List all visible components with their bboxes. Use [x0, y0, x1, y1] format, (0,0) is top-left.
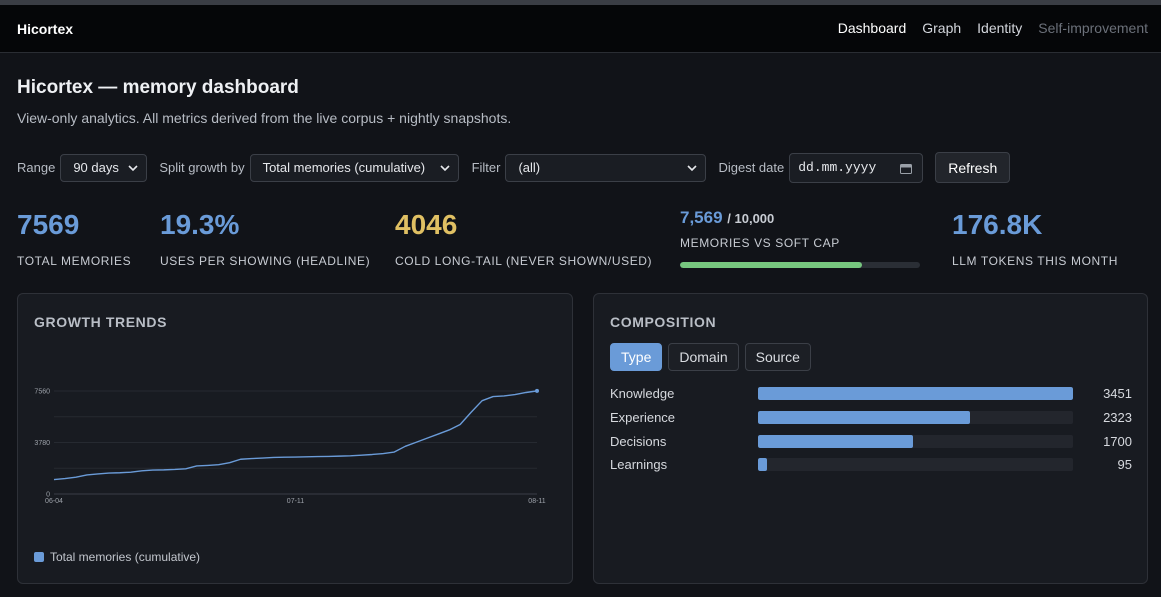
composition-bar-track	[758, 387, 1073, 401]
chart-x-tick-label: 08-11	[528, 498, 545, 505]
composition-rows: Knowledge 3451 Experience 2323 Decisions…	[610, 382, 1132, 477]
composition-bar-track	[758, 411, 1073, 425]
digest-date-input[interactable]: dd.mm.yyyy	[789, 152, 924, 183]
chart-series-end-point	[535, 388, 539, 393]
chevron-down-icon	[128, 164, 138, 171]
chevron-down-icon	[440, 164, 450, 171]
filter-select-value: (all)	[518, 160, 541, 175]
stat-cold-label: COLD LONG-TAIL (NEVER SHOWN/USED)	[395, 254, 653, 268]
stat-total-label: TOTAL MEMORIES	[17, 254, 132, 268]
composition-bar-track	[758, 434, 1073, 448]
page-subtitle: View-only analytics. All metrics derived…	[17, 110, 512, 126]
stat-cap-total: / 10,000	[727, 211, 775, 226]
stat-cap-value: 7,569	[680, 208, 723, 227]
top-navbar: Hicortex Dashboard Graph Identity Self-i…	[0, 5, 1161, 53]
stat-total-memories: 7569 TOTAL MEMORIES	[17, 209, 132, 269]
chart-series-line	[53, 390, 538, 481]
composition-bar-fill	[758, 411, 970, 425]
page-title: Hicortex — memory dashboard	[17, 77, 299, 98]
composition-bar-fill	[758, 458, 767, 472]
soft-cap-progress-fill	[680, 262, 862, 268]
controls-bar: Range 90 days Split growth by Total memo…	[17, 152, 1011, 183]
composition-row-experience: Experience 2323	[610, 406, 1132, 430]
composition-value: 3451	[1103, 386, 1132, 402]
stat-tokens-label: LLM TOKENS THIS MONTH	[952, 254, 1118, 268]
digest-date-value: dd.mm.yyyy	[798, 160, 877, 175]
stat-cold-value: 4046	[395, 209, 458, 240]
stat-total-value: 7569	[17, 209, 80, 240]
composition-value: 1700	[1103, 433, 1132, 449]
composition-title: COMPOSITION	[610, 314, 717, 330]
stat-cap-value-row: 7,569 / 10,000	[680, 208, 920, 228]
nav-self-improvement[interactable]: Self-improvement	[1038, 20, 1148, 36]
window-top-strip	[0, 0, 1161, 5]
stat-cold-long-tail: 4046 COLD LONG-TAIL (NEVER SHOWN/USED)	[395, 209, 653, 269]
composition-label: Experience	[610, 410, 676, 426]
tab-type[interactable]: Type	[610, 343, 663, 371]
stat-tokens-value: 176.8K	[952, 209, 1043, 240]
filter-select[interactable]: (all)	[505, 153, 707, 182]
brand-logo[interactable]: Hicortex	[17, 21, 74, 37]
composition-label: Decisions	[610, 433, 667, 449]
legend-swatch	[34, 552, 44, 562]
stat-llm-tokens: 176.8K LLM TOKENS THIS MONTH	[952, 209, 1118, 269]
tab-source[interactable]: Source	[744, 343, 811, 371]
split-select[interactable]: Total memories (cumulative)	[249, 153, 459, 182]
composition-label: Learnings	[610, 457, 668, 473]
stat-cap-label: MEMORIES VS SOFT CAP	[680, 236, 840, 250]
range-label: Range	[17, 160, 56, 175]
chart-x-tick-label: 06-04	[45, 498, 63, 505]
growth-trends-title: GROWTH TRENDS	[34, 314, 168, 330]
composition-card: COMPOSITION Type Domain Source Knowledge…	[593, 293, 1148, 584]
nav-identity[interactable]: Identity	[977, 20, 1023, 36]
composition-bar-fill	[758, 387, 1073, 401]
range-select-value: 90 days	[73, 160, 119, 175]
composition-label: Knowledge	[610, 386, 675, 402]
growth-chart: 0 3780 7560 06-04 07-11 08-11	[34, 388, 545, 506]
chart-y-tick-label: 7560	[34, 389, 50, 396]
split-select-value: Total memories (cumulative)	[262, 160, 426, 175]
chart-x-tick-label: 07-11	[287, 498, 304, 505]
chevron-down-icon	[687, 164, 698, 171]
range-select[interactable]: 90 days	[60, 153, 148, 182]
growth-trends-card: GROWTH TRENDS 0 3780 7560 06-04 07-11 08-11 T…	[17, 293, 573, 584]
split-label: Split growth by	[159, 160, 245, 175]
nav-links: Dashboard Graph Identity Self-improvemen…	[838, 20, 1148, 36]
refresh-button[interactable]: Refresh	[935, 152, 1011, 183]
composition-value: 2323	[1103, 410, 1132, 426]
composition-tabs: Type Domain Source	[610, 343, 811, 371]
tab-domain[interactable]: Domain	[668, 343, 739, 371]
composition-bar-fill	[758, 434, 914, 448]
nav-dashboard[interactable]: Dashboard	[837, 20, 907, 36]
composition-row-decisions: Decisions 1700	[610, 429, 1132, 453]
digest-date-label: Digest date	[718, 160, 785, 175]
calendar-icon[interactable]	[900, 163, 913, 174]
chart-y-tick-label: 0	[46, 492, 50, 499]
stat-uses-value: 19.3%	[160, 209, 240, 240]
nav-graph[interactable]: Graph	[922, 20, 962, 36]
composition-value: 95	[1117, 457, 1132, 473]
composition-bar-track	[758, 458, 1073, 472]
legend-label: Total memories (cumulative)	[50, 550, 201, 564]
soft-cap-progress-bar	[680, 262, 920, 268]
stat-uses-label: USES PER SHOWING (HEADLINE)	[160, 254, 371, 268]
chart-y-tick-label: 3780	[34, 440, 50, 447]
stat-soft-cap: 7,569 / 10,000 MEMORIES VS SOFT CAP	[680, 208, 920, 268]
composition-row-knowledge: Knowledge 3451	[610, 382, 1132, 406]
chart-legend[interactable]: Total memories (cumulative)	[34, 550, 200, 564]
stat-uses-per-showing: 19.3% USES PER SHOWING (HEADLINE)	[160, 209, 371, 269]
filter-label: Filter	[471, 160, 501, 175]
composition-row-learnings: Learnings 95	[610, 453, 1132, 477]
